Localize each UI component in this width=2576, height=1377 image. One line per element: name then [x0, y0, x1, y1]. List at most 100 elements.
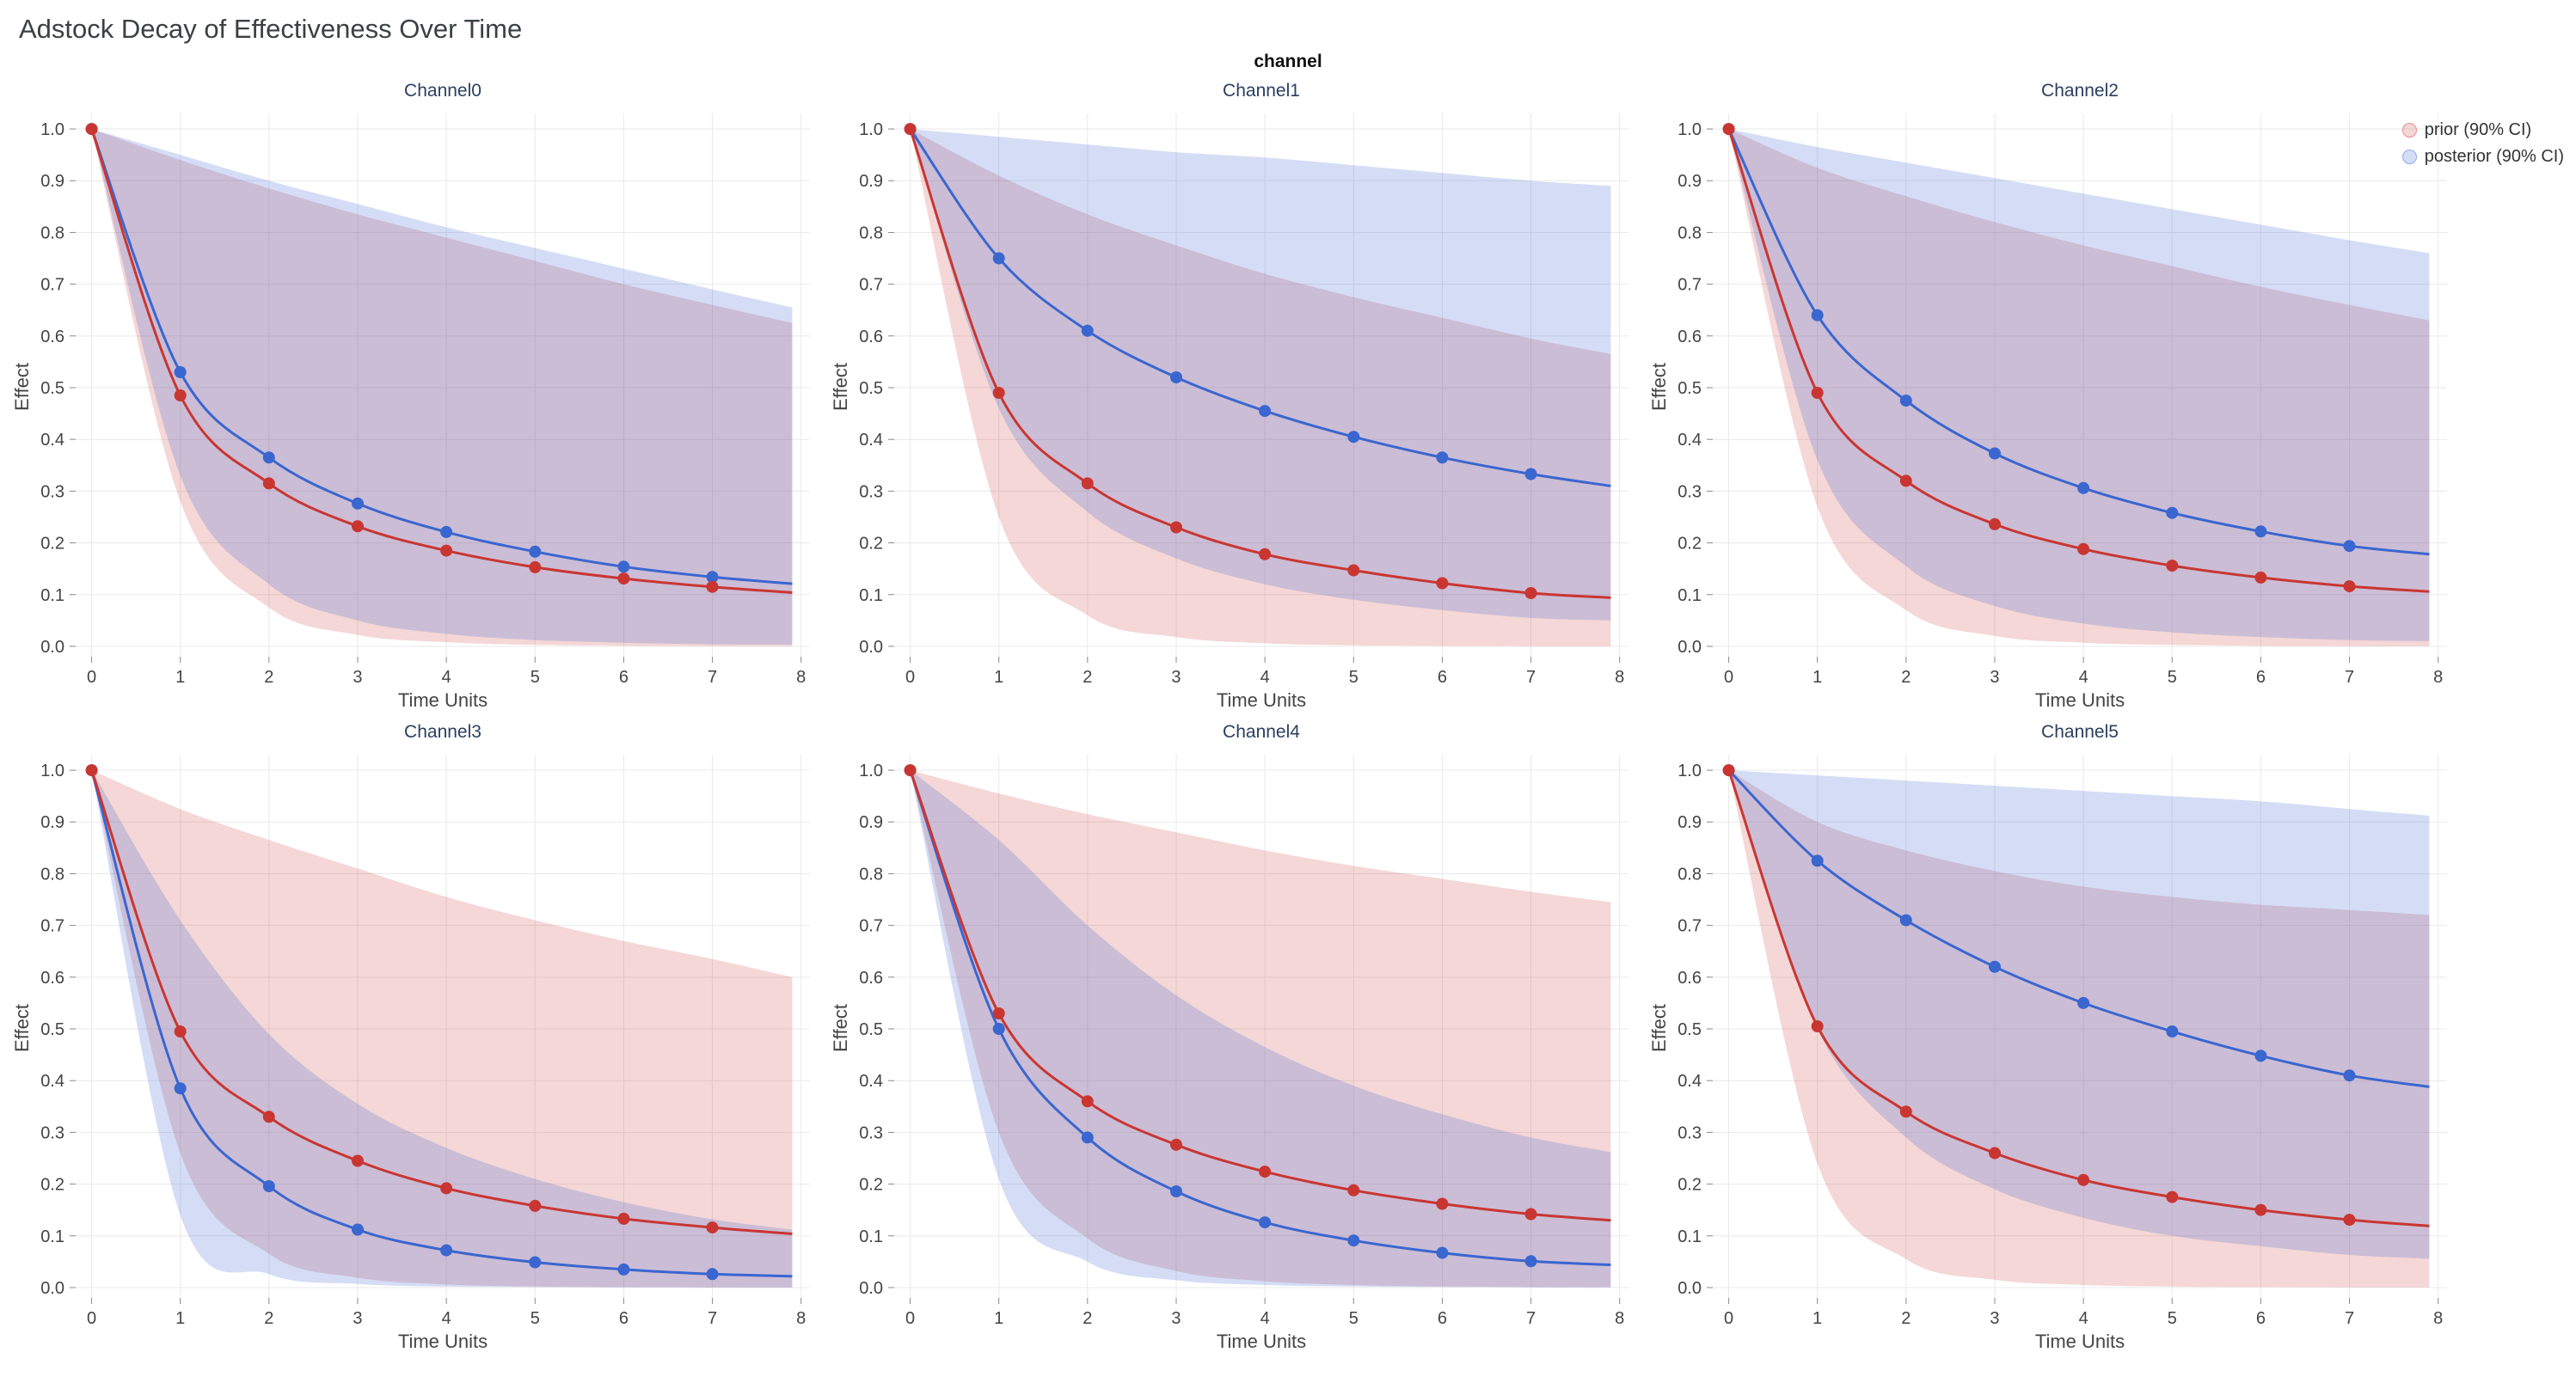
- facet-label: channel: [1254, 52, 1322, 71]
- svg-text:0.1: 0.1: [40, 586, 64, 605]
- subplot-title: Channel1: [1223, 81, 1300, 101]
- svg-text:0.7: 0.7: [40, 917, 64, 936]
- svg-text:0.8: 0.8: [1677, 865, 1702, 884]
- legend-item-posterior[interactable]: posterior (90% CI): [2401, 147, 2564, 167]
- chart-channel2[interactable]: 0 1 2 3 4 5 6 7 8 0.0 0.1 0.2 0.3 0.4 0.5 0.6 0.7 0.8 0.9 1…: [1646, 103, 2464, 695]
- svg-text:1.0: 1.0: [40, 120, 64, 139]
- svg-text:0.3: 0.3: [859, 482, 883, 501]
- svg-text:3: 3: [1171, 668, 1181, 687]
- svg-text:0.2: 0.2: [859, 535, 883, 554]
- chart-channel0[interactable]: 0 1 2 3 4 5 6 7 8 0.0 0.1 0.2 0.3 0.4 0.5 0.6 0.7 0.8 0.9 1…: [9, 103, 827, 695]
- svg-text:0.7: 0.7: [40, 276, 64, 295]
- svg-text:2: 2: [264, 668, 273, 687]
- x-axis-title: Time Units: [1216, 1331, 1307, 1352]
- subplot-channel3: Channel3 Effect 0 1 2 3 4 5 6 7 8 0.0 0.1 0.2 0.3 0.4…: [9, 713, 827, 1355]
- subplot-channel4: Channel4 Effect 0 1 2 3 4 5 6 7 8 0.0 0.1 0.2 0.3 0.4…: [827, 713, 1646, 1355]
- svg-text:8: 8: [2433, 1309, 2443, 1328]
- svg-text:0.2: 0.2: [1677, 1176, 1702, 1195]
- subplot-channel1: Channel1 Effect 0 1 2 3 4 5 6 7 8 0.0 0.1 0.2 0.3 0.4…: [827, 72, 1646, 713]
- chart-channel3[interactable]: 0 1 2 3 4 5 6 7 8 0.0 0.1 0.2 0.3 0.4 0.5 0.6 0.7 0.8 0.9 1…: [9, 744, 827, 1336]
- svg-text:5: 5: [531, 1309, 540, 1328]
- svg-text:7: 7: [2345, 1309, 2354, 1328]
- legend-item-prior[interactable]: prior (90% CI): [2401, 120, 2564, 140]
- chart-channel1[interactable]: 0 1 2 3 4 5 6 7 8 0.0 0.1 0.2 0.3 0.4 0.5 0.6 0.7 0.8 0.9 1…: [827, 103, 1646, 695]
- svg-text:3: 3: [1990, 668, 1999, 687]
- svg-text:0.2: 0.2: [40, 1176, 64, 1195]
- svg-text:0.6: 0.6: [1677, 969, 1702, 988]
- x-axis-title: Time Units: [397, 689, 488, 711]
- svg-text:0.5: 0.5: [40, 1020, 64, 1039]
- svg-text:0.1: 0.1: [859, 1227, 883, 1246]
- svg-text:0.7: 0.7: [1677, 276, 1702, 295]
- svg-text:5: 5: [531, 668, 540, 687]
- svg-text:3: 3: [1990, 1309, 1999, 1328]
- chart-channel4[interactable]: 0 1 2 3 4 5 6 7 8 0.0 0.1 0.2 0.3 0.4 0.5 0.6 0.7 0.8 0.9 1…: [827, 744, 1646, 1336]
- subplot-title: Channel3: [404, 722, 481, 742]
- y-axis-title: Effect: [11, 1004, 33, 1052]
- svg-text:6: 6: [2256, 1309, 2266, 1328]
- svg-text:0.3: 0.3: [1677, 1123, 1702, 1142]
- svg-text:0.0: 0.0: [1677, 638, 1702, 657]
- svg-text:0.3: 0.3: [1677, 482, 1702, 501]
- svg-text:2: 2: [1083, 1309, 1092, 1328]
- svg-text:1: 1: [994, 1309, 1003, 1328]
- svg-text:0: 0: [87, 668, 96, 687]
- x-axis-title: Time Units: [2034, 689, 2125, 711]
- legend-label-prior: prior (90% CI): [2424, 120, 2532, 139]
- svg-text:1.0: 1.0: [1677, 120, 1702, 139]
- svg-text:0.9: 0.9: [40, 813, 64, 832]
- legend: prior (90% CI) posterior (90% CI): [2401, 120, 2564, 167]
- svg-text:4: 4: [2079, 668, 2088, 687]
- svg-text:4: 4: [1260, 1309, 1270, 1328]
- svg-text:7: 7: [1526, 1309, 1536, 1328]
- svg-text:0.8: 0.8: [859, 223, 883, 242]
- svg-text:7: 7: [1526, 668, 1536, 687]
- subplot-channel2: Channel2 Effect 0 1 2 3 4 5 6 7 8 0.0 0.1 0.2 0.3 0.4…: [1646, 72, 2464, 713]
- svg-text:0.4: 0.4: [1677, 1072, 1702, 1091]
- y-axis-title: Effect: [11, 363, 33, 411]
- svg-text:0.0: 0.0: [859, 638, 883, 657]
- x-axis-title: Time Units: [2034, 1331, 2125, 1352]
- svg-text:0.0: 0.0: [859, 1279, 883, 1298]
- svg-text:0.4: 0.4: [40, 1072, 64, 1091]
- svg-text:7: 7: [708, 1309, 717, 1328]
- svg-text:0.6: 0.6: [40, 969, 64, 988]
- svg-text:8: 8: [1615, 668, 1624, 687]
- x-axis-title: Time Units: [397, 1331, 488, 1352]
- svg-text:0.7: 0.7: [859, 917, 883, 936]
- svg-text:0.9: 0.9: [1677, 172, 1702, 191]
- svg-text:0.8: 0.8: [40, 223, 64, 242]
- svg-text:0.0: 0.0: [1677, 1279, 1702, 1298]
- svg-text:1.0: 1.0: [859, 762, 883, 780]
- svg-text:0.1: 0.1: [40, 1227, 64, 1246]
- svg-text:0.5: 0.5: [1677, 379, 1702, 398]
- svg-text:0.0: 0.0: [40, 1279, 64, 1298]
- y-axis-title: Effect: [1648, 363, 1670, 411]
- chart-channel5[interactable]: 0 1 2 3 4 5 6 7 8 0.0 0.1 0.2 0.3 0.4 0.5 0.6 0.7 0.8 0.9 1…: [1646, 744, 2464, 1336]
- svg-text:0.9: 0.9: [859, 813, 883, 832]
- svg-text:8: 8: [796, 1309, 806, 1328]
- svg-text:7: 7: [708, 668, 717, 687]
- svg-text:4: 4: [442, 1309, 451, 1328]
- posterior-ci-swatch-icon: [2401, 150, 2417, 164]
- subplot-title: Channel2: [2041, 81, 2119, 101]
- svg-text:0.4: 0.4: [859, 1072, 883, 1091]
- subplot-grid: Channel0 Effect 0 1 2 3 4 5 6 7 8 0.0 0.1 0.2 0.3 0.4…: [0, 72, 2576, 1355]
- svg-text:0.4: 0.4: [1677, 431, 1702, 450]
- svg-text:6: 6: [1438, 1309, 1447, 1328]
- svg-text:0.5: 0.5: [859, 1020, 883, 1039]
- svg-text:6: 6: [1438, 668, 1447, 687]
- subplot-title: Channel0: [404, 81, 481, 101]
- svg-text:0.1: 0.1: [1677, 1227, 1702, 1246]
- svg-text:5: 5: [1349, 1309, 1359, 1328]
- svg-text:0.5: 0.5: [859, 379, 883, 398]
- svg-text:0.3: 0.3: [859, 1123, 883, 1142]
- svg-text:0.8: 0.8: [859, 865, 883, 884]
- y-axis-title: Effect: [830, 1004, 851, 1052]
- svg-text:0.5: 0.5: [1677, 1020, 1702, 1039]
- svg-text:0.1: 0.1: [859, 586, 883, 605]
- svg-text:0.3: 0.3: [40, 1123, 64, 1142]
- svg-text:3: 3: [1171, 1309, 1181, 1328]
- svg-text:3: 3: [353, 668, 362, 687]
- svg-text:0.0: 0.0: [40, 638, 64, 657]
